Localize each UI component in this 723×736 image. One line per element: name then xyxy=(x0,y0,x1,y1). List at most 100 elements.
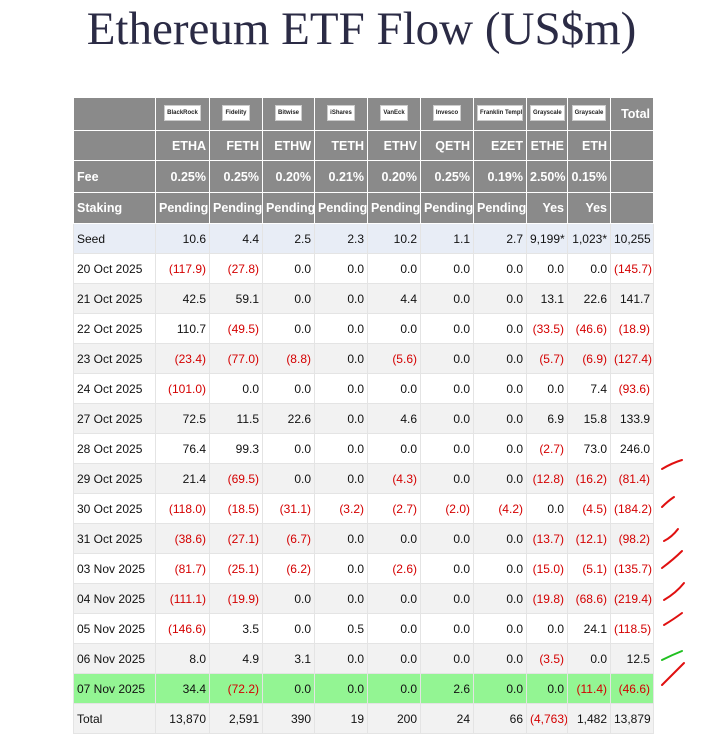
empty-cell xyxy=(610,192,654,224)
data-row: 20 Oct 2025 (117.9) (27.8) 0.0 0.0 0.0 0.0 0.0 0… xyxy=(73,253,654,284)
flow-value: 0.0 xyxy=(420,583,474,614)
row-label: 21 Oct 2025 xyxy=(73,283,156,314)
flow-value: (101.0) xyxy=(155,373,210,404)
red-check xyxy=(663,528,679,542)
flow-value: 0.0 xyxy=(314,673,368,704)
flow-value: 3.5 xyxy=(209,613,263,644)
fee-value: 0.19% xyxy=(473,160,527,193)
ticker-row: ETHA FETH ETHW TETH ETHV QETH EZET ETHE ETH xyxy=(73,130,654,161)
flow-value: (2.7) xyxy=(367,493,421,524)
flow-value: 13.1 xyxy=(526,283,568,314)
data-row: 28 Oct 2025 76.4 99.3 0.0 0.0 0.0 0.0 0.0 (2.7) 7… xyxy=(73,433,654,464)
flow-value: 0.0 xyxy=(367,613,421,644)
flow-value: 0.0 xyxy=(473,523,527,554)
flow-value: 0.0 xyxy=(473,403,527,434)
flow-value: 13,870 xyxy=(155,703,210,734)
flow-value: (18.5) xyxy=(209,493,263,524)
flow-value: (72.2) xyxy=(209,673,263,704)
page-title: Ethereum ETF Flow (US$m) xyxy=(86,3,637,55)
empty-cell xyxy=(610,130,654,161)
flow-value: 1.1 xyxy=(420,223,474,254)
ticker: ETH xyxy=(567,130,611,161)
data-row: 22 Oct 2025 110.7 (49.5) 0.0 0.0 0.0 0.0 0.0 (33… xyxy=(73,313,654,344)
flow-value: 0.0 xyxy=(473,643,527,674)
red-check xyxy=(661,662,685,686)
ticker: ETHW xyxy=(262,130,315,161)
flow-value: 0.0 xyxy=(473,553,527,584)
flow-value: 22.6 xyxy=(567,283,611,314)
flow-value: (98.2) xyxy=(610,523,654,554)
flow-value: 0.0 xyxy=(420,553,474,584)
fee-value: 0.20% xyxy=(367,160,421,193)
flow-value: (33.5) xyxy=(526,313,568,344)
flow-value: 0.0 xyxy=(314,373,368,404)
issuer-logo: Bitwise xyxy=(274,104,302,121)
flow-value: 0.0 xyxy=(314,343,368,374)
flow-value: (5.7) xyxy=(526,343,568,374)
flow-value: 200 xyxy=(367,703,421,734)
flow-value: (16.2) xyxy=(567,463,611,494)
flow-value: (135.7) xyxy=(610,553,654,584)
flow-value: 10,255 xyxy=(610,223,654,254)
flow-value: 34.4 xyxy=(155,673,210,704)
flow-value: 15.8 xyxy=(567,403,611,434)
flow-value: (5.1) xyxy=(567,553,611,584)
flow-value: (6.7) xyxy=(262,523,315,554)
staking-value: Pending xyxy=(367,192,421,224)
flow-value: (146.6) xyxy=(155,613,210,644)
data-row: 03 Nov 2025 (81.7) (25.1) (6.2) 0.0 (2.6) 0.0 0… xyxy=(73,553,654,584)
logo-cell: Grayscale xyxy=(526,97,568,131)
flow-value: 10.2 xyxy=(367,223,421,254)
staking-value: Pending xyxy=(314,192,368,224)
flow-value: 0.0 xyxy=(314,583,368,614)
flow-value: (27.1) xyxy=(209,523,263,554)
flow-value: (145.7) xyxy=(610,253,654,284)
flow-value: 24 xyxy=(420,703,474,734)
flow-value: 4.9 xyxy=(209,643,263,674)
row-label: 30 Oct 2025 xyxy=(73,493,156,524)
flow-value: 10.6 xyxy=(155,223,210,254)
flow-value: 6.9 xyxy=(526,403,568,434)
flow-value: (69.5) xyxy=(209,463,263,494)
logo-cell: Grayscale xyxy=(567,97,611,131)
flow-value: 0.0 xyxy=(420,253,474,284)
flow-value: (219.4) xyxy=(610,583,654,614)
flow-value: 4.4 xyxy=(209,223,263,254)
staking-row: Staking Pending Pending Pending Pending Pendi… xyxy=(73,192,654,224)
issuer-logo: Invesco xyxy=(432,104,462,121)
fee-label: Fee xyxy=(73,160,156,193)
flow-value: (111.1) xyxy=(155,583,210,614)
flow-value: 0.0 xyxy=(367,433,421,464)
flow-value: (49.5) xyxy=(209,313,263,344)
fee-value: 0.25% xyxy=(209,160,263,193)
flow-value: 0.0 xyxy=(262,373,315,404)
row-label: 05 Nov 2025 xyxy=(73,613,156,644)
flow-value: 9,199* xyxy=(526,223,568,254)
row-label: 22 Oct 2025 xyxy=(73,313,156,344)
row-label: 27 Oct 2025 xyxy=(73,403,156,434)
flow-value: 0.0 xyxy=(420,613,474,644)
etf-flow-table: BlackRock Fidelity Bitwise iShares VanEck Inv… xyxy=(73,97,654,734)
flow-value: 99.3 xyxy=(209,433,263,464)
flow-value: 0.0 xyxy=(262,583,315,614)
flow-value: (27.8) xyxy=(209,253,263,284)
row-label: 24 Oct 2025 xyxy=(73,373,156,404)
flow-value: (3.5) xyxy=(526,643,568,674)
flow-value: 0.0 xyxy=(314,403,368,434)
staking-value: Pending xyxy=(420,192,474,224)
flow-value: 0.0 xyxy=(526,253,568,284)
flow-value: 141.7 xyxy=(610,283,654,314)
row-label: Total xyxy=(73,703,156,734)
ticker: ETHV xyxy=(367,130,421,161)
ticker: TETH xyxy=(314,130,368,161)
issuer-logo: Grayscale xyxy=(571,104,607,121)
flow-value: 22.6 xyxy=(262,403,315,434)
logo-cell: Bitwise xyxy=(262,97,315,131)
flow-value: 0.0 xyxy=(367,253,421,284)
flow-value: 66 xyxy=(473,703,527,734)
data-row: 24 Oct 2025 (101.0) 0.0 0.0 0.0 0.0 0.0 0.0 0.0 7… xyxy=(73,373,654,404)
flow-value: 0.0 xyxy=(420,283,474,314)
row-label: 23 Oct 2025 xyxy=(73,343,156,374)
flow-value: 4.6 xyxy=(367,403,421,434)
logo-cell: VanEck xyxy=(367,97,421,131)
